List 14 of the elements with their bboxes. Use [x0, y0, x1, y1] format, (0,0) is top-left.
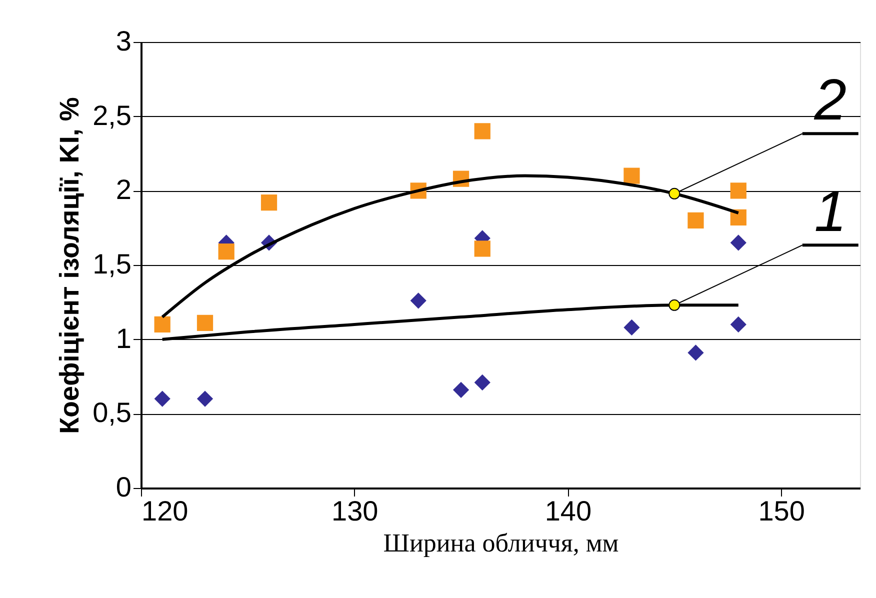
x-axis-title: Ширина обличчя, мм	[383, 528, 619, 558]
annotation: 1	[814, 179, 847, 244]
x-tick-label: 140	[544, 496, 592, 526]
x-tick-label: 150	[758, 496, 805, 526]
y-axis-title: Коефіцієнт ізоляції, KI, %	[54, 97, 85, 434]
y-tick-label: 1,5	[92, 248, 132, 280]
y-tick-label: 2,5	[92, 100, 132, 131]
y-tick-label: 0	[116, 472, 132, 502]
x-tick-label: 120	[142, 496, 188, 526]
y-tick-label: 1	[116, 322, 132, 354]
y-tick-label: 3	[116, 26, 132, 56]
y-tick-label: 2	[116, 174, 132, 206]
y-tick-label: 0,5	[92, 397, 132, 428]
x-tick-label: 130	[331, 496, 378, 526]
